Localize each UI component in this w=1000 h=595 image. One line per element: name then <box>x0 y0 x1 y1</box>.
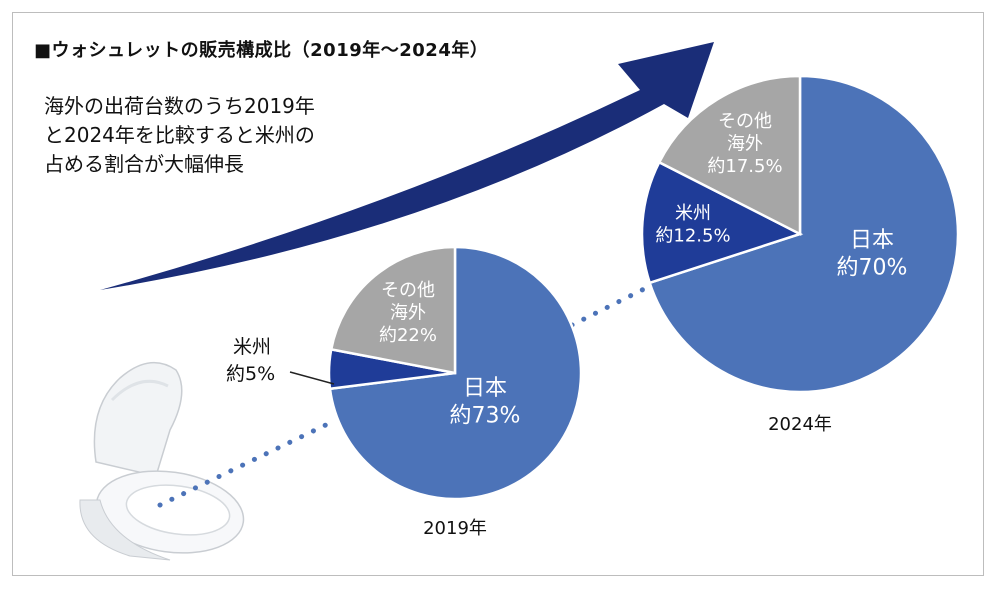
americas-2019-label-value: 約5% <box>226 363 275 385</box>
pie-2019-label-other-0: その他 <box>381 280 435 301</box>
description-text: 海外の出荷台数のうち2019年 と2024年を比較すると米州の 占める割合が大幅… <box>44 92 315 179</box>
pie-2024-label-japan-0: 日本 <box>850 228 894 253</box>
description-line-3: 占める割合が大幅伸長 <box>44 152 244 176</box>
description-line-1: 海外の出荷台数のうち2019年 <box>44 94 315 118</box>
pie-2024-label-japan-1: 約70% <box>837 256 908 281</box>
chart-title: ■ウォシュレットの販売構成比（2019年～2024年） <box>34 40 489 61</box>
connector-dots-2024 <box>569 280 659 328</box>
pie-2019-slice-other <box>329 245 457 375</box>
pie-2024-label-americas-0: 米州 <box>675 203 711 224</box>
americas-2019-leader-line <box>289 371 335 385</box>
pie-2019-label-japan-1: 約73% <box>450 404 521 429</box>
chart-frame <box>12 12 984 576</box>
pie-2024-slice-japan <box>648 74 960 394</box>
pie-2019-label-other-1: 海外 <box>390 303 426 324</box>
pie-2024-label-americas-1: 約12.5% <box>655 226 730 247</box>
pie-2024-slice-other <box>657 74 802 237</box>
year-label-2024: 2024年 <box>768 414 832 435</box>
pie-2024-label-other-2: 約17.5% <box>707 156 782 177</box>
pie-2024-slice-americas <box>640 160 804 285</box>
year-label-2019: 2019年 <box>423 518 487 539</box>
description-line-2: と2024年を比較すると米州の <box>44 123 315 147</box>
growth-arrow-icon <box>100 42 714 290</box>
pie-2019-label-other-2: 約22% <box>379 325 437 346</box>
pie-2024-label-other-0: その他 <box>718 111 772 132</box>
americas-2019-label-name: 米州 <box>233 336 271 358</box>
pie-2019-label-japan-0: 日本 <box>463 376 507 401</box>
pie-2024-label-other-1: 海外 <box>727 134 763 155</box>
toilet-seat-icon <box>79 361 245 561</box>
